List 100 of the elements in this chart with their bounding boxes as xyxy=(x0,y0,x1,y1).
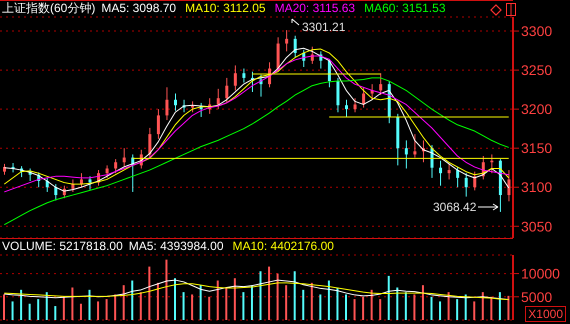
bar xyxy=(191,294,194,320)
y-tick-label: 3300 xyxy=(521,23,552,40)
text: MA5: 3098.70 xyxy=(101,1,176,15)
y-tick-label: 3100 xyxy=(521,179,552,196)
bar xyxy=(80,304,82,320)
y-tick-label: 3250 xyxy=(521,62,552,78)
bar xyxy=(473,301,476,320)
y-tick-label: 3050 xyxy=(521,218,552,234)
candlestick xyxy=(165,86,168,121)
candlestick xyxy=(71,178,74,192)
bar xyxy=(260,271,262,320)
text: MA60: 3151.53 xyxy=(364,1,446,15)
bar xyxy=(498,292,501,320)
bar xyxy=(54,306,56,320)
candlestick xyxy=(490,154,494,174)
text: MA10: 3112.05 xyxy=(185,1,266,15)
candlestick xyxy=(234,64,237,91)
y-tick-label: 5000 xyxy=(521,288,552,305)
candlestick xyxy=(354,98,357,113)
bar xyxy=(310,282,313,320)
candlestick xyxy=(114,158,118,174)
bar xyxy=(234,278,236,320)
annotation: 3068.42 xyxy=(433,200,476,214)
bar xyxy=(482,292,484,320)
bar xyxy=(490,296,492,320)
candlestick xyxy=(448,163,451,180)
y-tick-label: 3200 xyxy=(521,101,552,118)
text: MA5: 4393984.00 xyxy=(128,239,224,253)
chart-title: VOLUME: 5217818.00 xyxy=(2,239,123,253)
bar xyxy=(422,285,424,320)
text: MA20: 3115.63 xyxy=(274,1,356,15)
y-axis-title: X1000 xyxy=(525,306,566,322)
bar xyxy=(225,288,228,320)
bar xyxy=(388,276,390,320)
text: MA10: 4402176.00 xyxy=(232,239,334,253)
candlestick xyxy=(191,100,194,113)
bar xyxy=(148,266,150,320)
bar xyxy=(216,280,219,320)
bar xyxy=(328,280,330,320)
candlestick xyxy=(362,86,366,108)
bar xyxy=(354,299,356,320)
bar xyxy=(182,292,185,320)
bar xyxy=(165,260,168,320)
bar xyxy=(156,282,159,320)
candlestick xyxy=(345,99,348,118)
bar xyxy=(200,285,202,320)
candlestick xyxy=(156,108,160,140)
candlestick xyxy=(285,30,288,52)
bar xyxy=(12,301,14,320)
bar xyxy=(430,296,432,320)
bar xyxy=(97,301,100,320)
bar xyxy=(106,299,108,320)
chart-title: 上证指数(60分钟) xyxy=(2,1,96,15)
bar xyxy=(71,288,74,320)
candlestick xyxy=(88,176,92,190)
candlestick xyxy=(106,164,109,178)
candlestick xyxy=(148,127,152,158)
candlestick xyxy=(464,172,468,198)
candlestick xyxy=(225,77,228,104)
bar xyxy=(242,292,244,320)
annotation: 3301.21 xyxy=(302,20,346,34)
bar xyxy=(250,285,253,320)
bar xyxy=(285,285,288,320)
candlestick xyxy=(456,166,460,188)
bar xyxy=(276,274,279,320)
y-tick-label: 3150 xyxy=(521,140,552,156)
bar xyxy=(140,292,142,320)
bar xyxy=(131,280,134,320)
bar xyxy=(20,290,22,320)
candlestick xyxy=(507,170,510,202)
bar xyxy=(362,296,364,320)
bar xyxy=(122,285,125,320)
bar xyxy=(46,292,48,320)
bar xyxy=(439,301,442,320)
bar xyxy=(37,299,40,320)
bar xyxy=(28,304,31,320)
candlestick xyxy=(439,160,442,186)
candlestick xyxy=(174,93,177,112)
bar xyxy=(507,296,510,320)
bar xyxy=(345,294,347,320)
candlestick xyxy=(379,72,382,96)
bar xyxy=(302,290,304,320)
bar xyxy=(336,288,338,320)
bar xyxy=(396,288,398,320)
bar xyxy=(88,290,90,320)
bar xyxy=(370,290,373,320)
candlestick xyxy=(242,68,246,84)
bar xyxy=(413,294,416,320)
candlestick xyxy=(294,35,297,58)
bar xyxy=(448,292,450,320)
bar xyxy=(208,296,210,320)
bar xyxy=(268,266,270,320)
candlestick xyxy=(54,184,58,202)
y-tick-label: 10000 xyxy=(521,266,560,282)
bar xyxy=(114,294,116,320)
bar xyxy=(404,292,407,320)
bar xyxy=(174,278,176,320)
candlestick xyxy=(404,140,408,169)
bar xyxy=(456,299,458,320)
bar xyxy=(319,294,322,320)
